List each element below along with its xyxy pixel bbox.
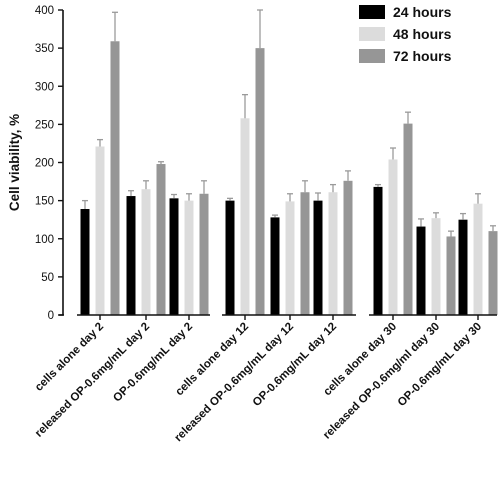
bar [473, 203, 483, 315]
legend-swatch [359, 5, 385, 19]
bar [373, 186, 383, 315]
bar [126, 196, 136, 315]
bar [458, 219, 468, 315]
bar [403, 123, 413, 315]
y-tick-label: 300 [35, 81, 54, 93]
bar [270, 217, 280, 315]
bar [184, 200, 194, 315]
bar [110, 41, 120, 315]
bar [141, 189, 151, 315]
y-tick-label: 100 [35, 234, 54, 246]
bar [416, 226, 426, 315]
y-axis-title: Cell viability, % [7, 114, 22, 211]
y-tick-label: 350 [35, 43, 54, 55]
bars [80, 9, 498, 316]
bar [343, 180, 353, 315]
y-tick-label: 200 [35, 158, 54, 170]
legend-label: 24 hours [393, 4, 452, 20]
legend-swatch [359, 49, 385, 63]
y-axis: 0 50 100 150 200 250 300 350 400 [35, 5, 64, 322]
y-tick-label: 250 [35, 119, 54, 131]
y-tick-label: 0 [48, 310, 54, 322]
y-tick-label: 50 [41, 272, 54, 284]
bar [225, 200, 235, 315]
bar [446, 236, 456, 315]
y-tick-label: 150 [35, 196, 54, 208]
legend-label: 48 hours [393, 26, 452, 42]
bar [240, 118, 250, 316]
legend-label: 72 hours [393, 48, 452, 64]
bar [488, 231, 498, 315]
bar [388, 159, 398, 315]
bar [313, 200, 323, 315]
bar [199, 193, 209, 315]
bar [156, 164, 166, 315]
bar [255, 48, 265, 315]
bar [285, 201, 295, 315]
bar [431, 218, 441, 315]
bar [95, 146, 105, 315]
bar [328, 192, 338, 315]
x-tick-label: OP-0.6mg/mL day 30 [396, 321, 484, 409]
legend-swatch [359, 27, 385, 41]
y-tick-label: 400 [35, 5, 54, 17]
bar [169, 198, 179, 315]
x-tick-label: OP-0.6mg/mL day 12 [251, 321, 339, 409]
bar [300, 192, 310, 315]
legend: 24 hours 48 hours 72 hours [359, 4, 452, 64]
bar [80, 209, 90, 315]
